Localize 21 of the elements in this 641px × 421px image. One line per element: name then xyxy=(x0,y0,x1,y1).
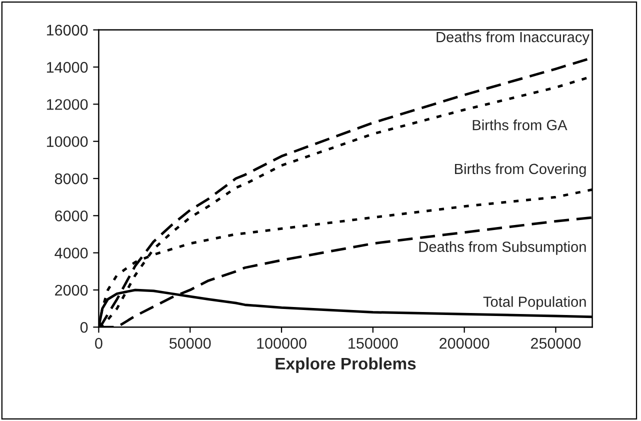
x-axis-title: Explore Problems xyxy=(276,357,416,373)
x-tick-label: 200000 xyxy=(440,338,490,349)
y-tick-label: 14000 xyxy=(46,62,88,73)
x-tick-label: 50000 xyxy=(169,338,211,349)
series-label: Total Population xyxy=(483,296,586,310)
y-tick-label: 10000 xyxy=(46,136,88,148)
x-tick-label: 150000 xyxy=(348,338,398,349)
y-tick-label: 4000 xyxy=(54,248,88,258)
series-label: Births from Covering xyxy=(455,163,586,178)
x-tick-label: 250000 xyxy=(531,338,581,349)
y-tick-label: 0 xyxy=(80,322,88,333)
y-tick-label: 16000 xyxy=(46,24,88,36)
series-label: Births from GA xyxy=(472,120,568,130)
series-label: Deaths from Inaccuracy xyxy=(436,32,590,46)
x-tick-label: 100000 xyxy=(257,338,306,349)
y-tick-label: 2000 xyxy=(55,284,88,296)
x-tick-label: 0 xyxy=(95,338,102,349)
y-tick-label: 8000 xyxy=(54,173,88,184)
y-tick-label: 12000 xyxy=(46,99,88,110)
series-label: Deaths from Subsumption xyxy=(419,241,586,255)
y-tick-label: 6000 xyxy=(55,210,88,222)
